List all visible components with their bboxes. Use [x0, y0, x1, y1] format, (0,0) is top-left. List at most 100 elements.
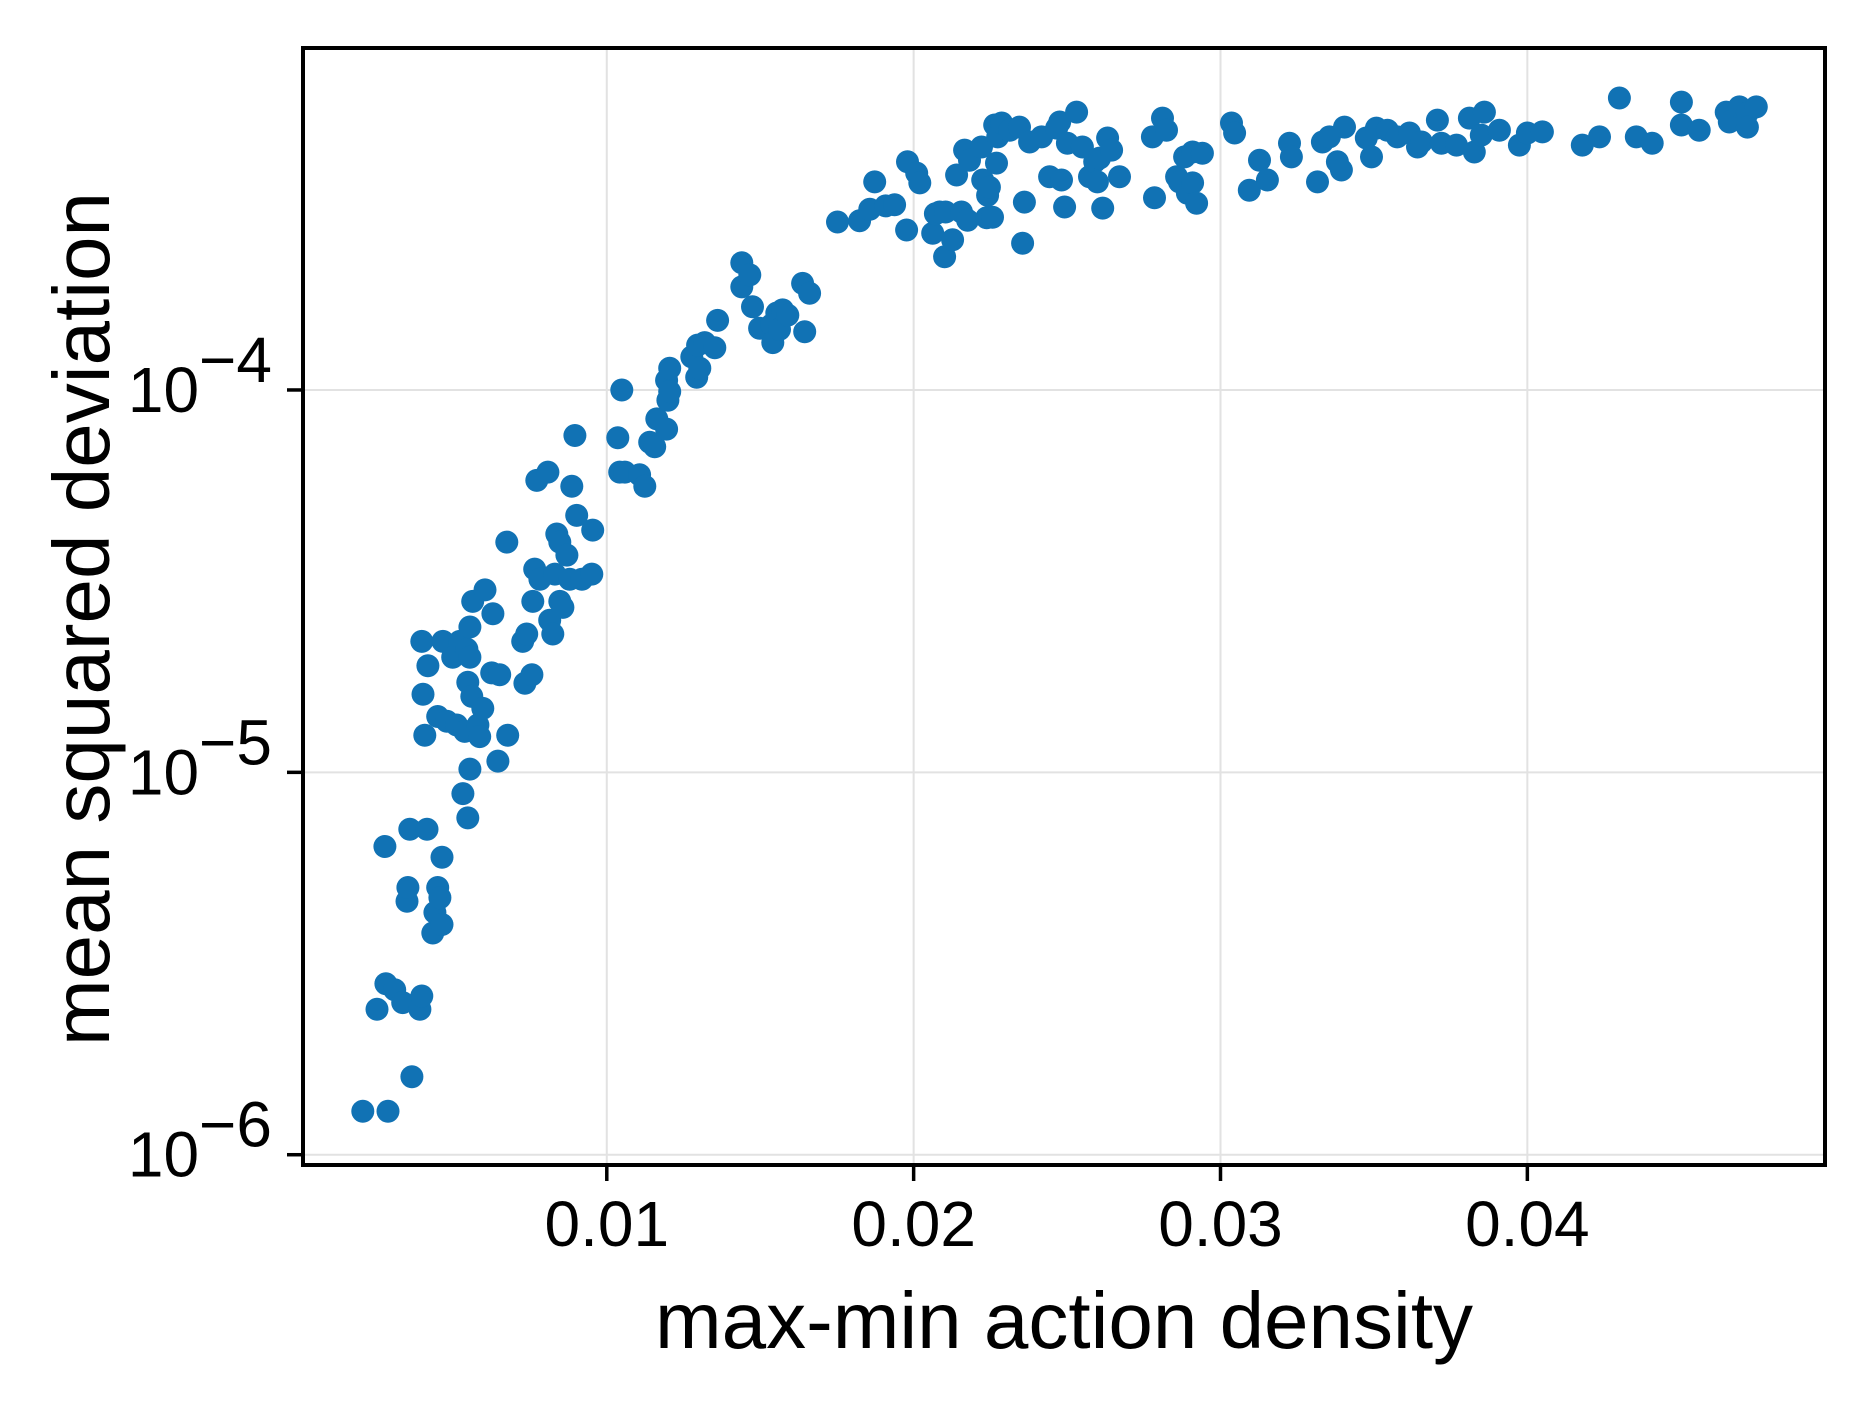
- scatter-point: [560, 474, 584, 498]
- scatter-point: [977, 175, 1001, 199]
- y-tick-label: 10−4: [128, 324, 272, 426]
- scatter-point: [365, 997, 389, 1021]
- scatter-point: [1530, 120, 1554, 144]
- scatter-point: [410, 984, 434, 1008]
- x-tick-label: 0.02: [851, 1188, 976, 1260]
- scatter-point: [606, 426, 630, 450]
- scatter-point: [941, 228, 965, 252]
- scatter-point: [1011, 231, 1035, 255]
- scatter-point: [551, 595, 575, 619]
- scatter-point: [655, 417, 679, 441]
- scatter-point: [413, 723, 437, 747]
- scatter-point: [1255, 168, 1279, 192]
- scatter-point: [826, 210, 849, 234]
- scatter-point: [563, 424, 587, 447]
- scatter-point: [1100, 138, 1124, 162]
- scatter-point: [580, 562, 604, 586]
- scatter-point: [471, 696, 495, 720]
- scatter-point: [1190, 141, 1214, 165]
- scatter-point: [658, 380, 682, 404]
- scatter-point: [396, 876, 420, 899]
- scatter-point: [706, 308, 730, 332]
- scatter-point: [1185, 191, 1209, 215]
- scatter-point: [1445, 133, 1468, 157]
- scatter-point: [473, 578, 497, 602]
- axes-spines: [301, 46, 1827, 1167]
- scatter-point: [376, 1099, 400, 1123]
- scatter-point: [1687, 118, 1711, 142]
- scatter-point: [956, 208, 980, 232]
- scatter-point: [373, 835, 397, 858]
- scatter-point: [610, 378, 634, 402]
- scatter-point: [633, 474, 657, 498]
- scatter-point: [643, 435, 667, 459]
- scatter-point: [565, 503, 589, 527]
- scatter-point: [741, 295, 764, 319]
- x-tick-label: 0.04: [1465, 1188, 1590, 1260]
- scatter-point: [1329, 158, 1353, 182]
- scatter-point: [400, 1065, 424, 1089]
- y-axis-label: mean squared deviation: [37, 192, 126, 1046]
- scatter-point: [410, 629, 434, 653]
- scatter-point: [1050, 168, 1073, 192]
- scatter-point: [541, 622, 565, 646]
- scatter-point: [495, 530, 519, 554]
- scatter-point: [1237, 178, 1261, 202]
- scatter-point: [1155, 118, 1178, 142]
- tick-label-layer: 0.01 0.02 0.03 0.04 10−4 10−5 10−6: [128, 324, 1590, 1260]
- scatter-point: [1108, 165, 1131, 189]
- scatter-point: [1085, 170, 1109, 194]
- scatter-point: [416, 654, 440, 678]
- y-tick-label: 10−5: [128, 706, 272, 808]
- scatter-point: [776, 303, 800, 327]
- scatter-point: [863, 170, 887, 194]
- scatter-point: [798, 281, 822, 305]
- scatter-point: [1360, 145, 1383, 169]
- scatter-point: [703, 336, 727, 360]
- scatter-point: [411, 682, 435, 706]
- scatter-point: [688, 356, 712, 380]
- scatter-point: [1487, 118, 1511, 142]
- scatter-point: [738, 263, 762, 287]
- scatter-point: [415, 817, 439, 841]
- scatter-point: [451, 782, 475, 806]
- scatter-point: [1065, 100, 1089, 124]
- scatter-point: [486, 749, 510, 773]
- x-tick-label: 0.01: [545, 1188, 670, 1260]
- scatter-point: [1669, 90, 1693, 114]
- scatter-point: [555, 543, 579, 567]
- scatter-point: [1053, 195, 1077, 219]
- tick-layer: [287, 388, 1530, 1181]
- scatter-point: [1640, 131, 1664, 155]
- x-tick-label: 0.03: [1158, 1188, 1283, 1260]
- scatter-point: [398, 817, 422, 841]
- scatter-point: [1735, 115, 1759, 139]
- scatter-point: [1012, 190, 1036, 214]
- scatter-point: [1669, 113, 1693, 137]
- scatter-point: [934, 200, 958, 224]
- scatter-point: [1570, 133, 1594, 157]
- scatter-point: [520, 663, 544, 687]
- scatter-point: [488, 663, 512, 687]
- scatter-point: [1333, 115, 1356, 139]
- scatter-point: [458, 645, 482, 669]
- scatter-point: [481, 602, 505, 626]
- scatter-point: [908, 171, 932, 195]
- scatter-point: [1306, 170, 1329, 194]
- scatter-point: [1410, 130, 1433, 154]
- scatter-point: [1472, 100, 1496, 124]
- scatter-point: [468, 725, 492, 749]
- scatter-point: [428, 886, 452, 910]
- scatter-point: [793, 320, 817, 344]
- scatter-point: [1181, 171, 1205, 195]
- scatter-point: [981, 205, 1004, 229]
- scatter-point: [1091, 196, 1115, 220]
- scatter-point: [456, 806, 480, 830]
- y-tick-label: 10−6: [128, 1089, 272, 1191]
- scatter-point: [351, 1099, 375, 1123]
- scatter-point: [1248, 148, 1271, 172]
- x-axis-label: max-min action density: [654, 1276, 1474, 1365]
- scatter-point: [985, 151, 1008, 175]
- scatter-point: [458, 615, 482, 639]
